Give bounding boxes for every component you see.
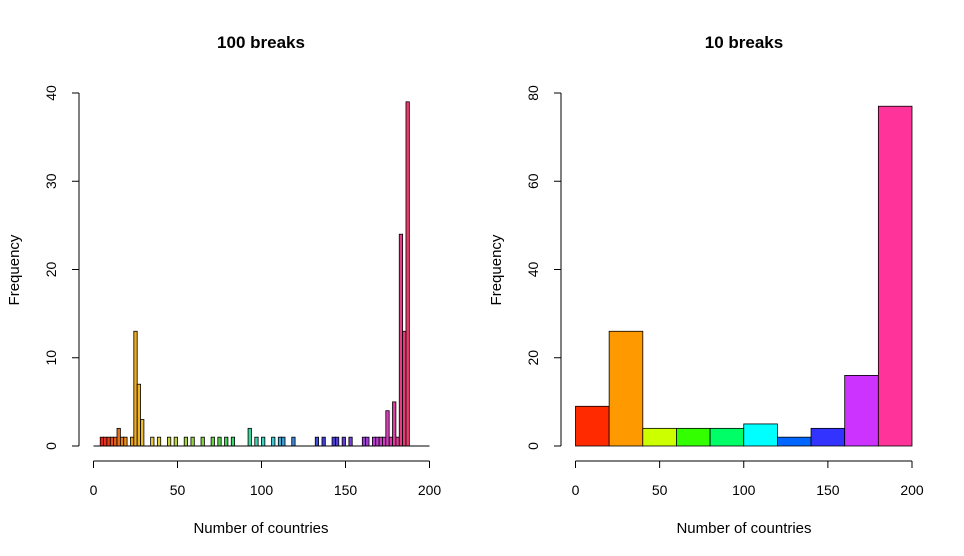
bar-group [575, 105, 913, 447]
histogram-bar [261, 436, 266, 447]
histogram-bar [378, 436, 383, 447]
x-tick-label: 50 [170, 482, 186, 498]
histogram-bar [398, 233, 404, 447]
histogram-bar [136, 383, 141, 447]
x-tick-label: 100 [732, 482, 756, 498]
histogram-bar [371, 436, 377, 447]
histogram-bar [150, 436, 155, 447]
x-axis-label: Number of countries [193, 520, 328, 537]
x-tick-label: 150 [816, 482, 840, 498]
y-axis-label: Frequency [6, 234, 23, 305]
bar-group [99, 101, 410, 447]
histogram-bar [119, 436, 125, 447]
y-tick-label: 40 [43, 85, 59, 101]
x-tick-label: 150 [334, 482, 358, 498]
histogram-bar [361, 436, 367, 447]
histogram-bar [183, 436, 188, 447]
y-tick-label: 40 [525, 262, 541, 278]
chart-title: 10 breaks [705, 33, 783, 52]
histogram-bar [247, 427, 252, 447]
histogram-bar [173, 436, 178, 447]
histogram-bar [388, 436, 393, 447]
histogram-bar [392, 401, 397, 447]
histogram-panel-10-breaks: 10 breaks Number of countries Frequency … [488, 33, 924, 537]
histogram-bar [224, 436, 229, 447]
y-tick-label: 0 [525, 442, 541, 450]
x-tick-label: 200 [418, 482, 442, 498]
histogram-bar [365, 436, 370, 447]
x-tick-label: 0 [572, 482, 580, 498]
histogram-bar [709, 427, 745, 447]
histogram-bar [777, 436, 812, 447]
histogram-bar [113, 436, 118, 447]
histogram-bar [254, 436, 259, 447]
x-tick-label: 100 [250, 482, 274, 498]
histogram-bar [348, 436, 353, 447]
histogram-bar [200, 436, 205, 447]
histogram-bar [140, 419, 145, 447]
histogram-bar [167, 436, 172, 447]
chart-title: 100 breaks [217, 33, 305, 52]
y-axis: 0 10 20 30 40 [43, 85, 80, 450]
histogram-bar [844, 374, 879, 447]
y-axis-label: Frequency [488, 234, 505, 305]
x-tick-label: 0 [90, 482, 98, 498]
histogram-bar [743, 423, 778, 447]
y-tick-label: 0 [43, 442, 59, 450]
x-axis-label: Number of countries [676, 520, 811, 537]
histogram-bar [291, 436, 296, 447]
histogram-bar [321, 436, 326, 447]
y-axis: 0 20 40 60 80 [525, 85, 562, 450]
histogram-bar [877, 105, 913, 447]
y-tick-label: 20 [525, 350, 541, 366]
histogram-bar [109, 436, 115, 447]
histogram-bar [331, 436, 336, 447]
histogram-bar [190, 436, 195, 447]
histogram-bar [341, 436, 346, 447]
histogram-bar [103, 436, 108, 447]
histogram-bar [99, 436, 104, 447]
histogram-bar [810, 427, 846, 447]
histogram-bar [395, 436, 400, 447]
histogram-bar [405, 101, 410, 447]
histogram-bar [314, 436, 320, 447]
histogram-bar [676, 427, 711, 447]
x-tick-label: 200 [900, 482, 924, 498]
x-axis: 0 50 100 150 200 [90, 460, 442, 498]
histogram-bar [642, 427, 677, 447]
histogram-panel-100-breaks: 100 breaks Number of countries Frequency… [6, 33, 441, 537]
histogram-bar [271, 436, 276, 447]
y-tick-label: 60 [525, 173, 541, 189]
histogram-bar [382, 436, 387, 447]
histogram-bar [217, 436, 222, 447]
y-tick-label: 10 [43, 350, 59, 366]
histogram-bar [130, 436, 135, 447]
histogram-bar [402, 330, 407, 447]
x-axis: 0 50 100 150 200 [572, 460, 924, 498]
x-tick-label: 50 [652, 482, 668, 498]
histogram-bar [277, 436, 283, 447]
histogram-bar [106, 436, 111, 447]
histogram-bar [375, 436, 380, 447]
histogram-bar [116, 427, 121, 447]
histogram-bar [133, 330, 138, 447]
histogram-bar [575, 405, 610, 447]
y-tick-label: 30 [43, 173, 59, 189]
histogram-bar [123, 436, 128, 447]
histogram-bar [281, 436, 286, 447]
histogram-bar [335, 436, 340, 447]
histogram-bar [230, 436, 236, 447]
histogram-bar [608, 330, 644, 447]
histogram-bar [210, 436, 215, 447]
y-tick-label: 20 [43, 262, 59, 278]
y-tick-label: 80 [525, 85, 541, 101]
histogram-bar [156, 436, 162, 447]
histogram-bar [385, 410, 390, 447]
